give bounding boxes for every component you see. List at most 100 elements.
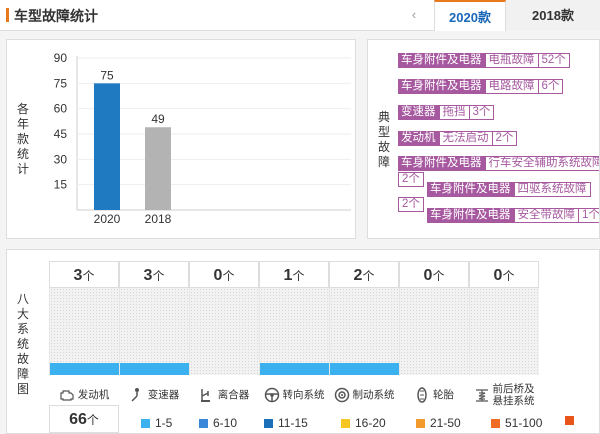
system-column-clutch[interactable]: 0个 bbox=[189, 261, 259, 375]
fault-tag[interactable]: 车身附件及电器 行车安全辅助系统故障 bbox=[398, 156, 599, 171]
fault-name: 行车安全辅助系统故障 bbox=[484, 156, 599, 171]
system-column-suspension[interactable]: 0个 bbox=[469, 261, 539, 375]
page-title: 车型故障统计 bbox=[14, 8, 98, 24]
prev-arrow-icon[interactable]: ‹ bbox=[411, 7, 417, 22]
legend-item: 1-5 bbox=[141, 416, 172, 430]
fault-system: 车身附件及电器 bbox=[427, 182, 514, 197]
system-count: 0个 bbox=[399, 261, 469, 288]
system-item-brake[interactable]: 制动系统 bbox=[329, 378, 399, 412]
fault-count: 2个 bbox=[492, 131, 518, 146]
engine-icon bbox=[60, 390, 74, 401]
fault-system: 车身附件及电器 bbox=[427, 208, 514, 223]
legend-item: 16-20 bbox=[341, 416, 386, 430]
fault-count: 6个 bbox=[538, 79, 564, 94]
bar-2018 bbox=[145, 127, 171, 210]
fault-count: 2个 bbox=[398, 172, 424, 187]
heat-fill bbox=[260, 363, 330, 375]
legend-item bbox=[565, 416, 579, 425]
system-count: 1个 bbox=[259, 261, 329, 288]
system-count: 2个 bbox=[329, 261, 399, 288]
fault-tag[interactable]: 车身附件及电器 四驱系统故障 bbox=[427, 182, 591, 197]
system-item-tire[interactable]: 轮胎 bbox=[399, 378, 469, 412]
system-item-engine[interactable]: 发动机 bbox=[49, 378, 119, 412]
system-count: 0个 bbox=[189, 261, 259, 288]
header: 车型故障统计 ‹ 2020款 2018款 bbox=[0, 0, 600, 31]
suspension-icon bbox=[475, 389, 488, 402]
gear-shift-icon bbox=[131, 388, 139, 402]
system-column-tire[interactable]: 0个 bbox=[399, 261, 469, 375]
heat-cell bbox=[119, 288, 190, 375]
legend-item: 6-10 bbox=[199, 416, 237, 430]
system-item-transmission[interactable]: 变速器 bbox=[119, 378, 189, 412]
system-item-steering[interactable]: 转向系统 bbox=[259, 378, 329, 412]
title-accent bbox=[6, 8, 9, 22]
x-tick-label: 2018 bbox=[145, 212, 172, 226]
fault-tag[interactable]: 变速器 拖挡 3个 bbox=[398, 105, 495, 120]
bar-2020 bbox=[94, 83, 120, 210]
heat-fill bbox=[120, 363, 190, 375]
legend-item: 11-15 bbox=[264, 416, 308, 430]
y-tick-label: 75 bbox=[54, 76, 68, 90]
fault-tag[interactable]: 车身附件及电器 电路故障 6个 bbox=[398, 79, 564, 94]
heat-fill bbox=[50, 363, 120, 375]
y-tick-label: 15 bbox=[54, 178, 68, 192]
fault-name: 电路故障 bbox=[484, 79, 539, 94]
tire-icon bbox=[417, 387, 427, 403]
y-tick-label: 90 bbox=[54, 51, 68, 65]
heat-cell bbox=[469, 288, 539, 375]
tab-2018[interactable]: 2018款 bbox=[506, 0, 600, 31]
bar-value-label: 49 bbox=[151, 112, 165, 126]
systems-total: 66个 bbox=[49, 405, 119, 433]
fault-name: 无法启动 bbox=[438, 131, 493, 146]
heat-cell bbox=[189, 288, 259, 375]
fault-system: 变速器 bbox=[398, 105, 439, 120]
heat-cell bbox=[399, 288, 469, 375]
fault-tag[interactable]: 车身附件及电器 电瓶故障 52个 bbox=[398, 53, 570, 68]
system-count: 3个 bbox=[119, 261, 189, 288]
system-item-suspension[interactable]: 前后桥及 悬挂系统 bbox=[469, 378, 539, 412]
fault-tag-count-wrap[interactable]: 2个 bbox=[398, 172, 424, 187]
tab-2020[interactable]: 2020款 bbox=[434, 0, 506, 31]
fault-count: 1个 bbox=[579, 208, 599, 223]
system-count: 3个 bbox=[49, 261, 119, 288]
fault-count: 52个 bbox=[538, 53, 570, 68]
fault-system: 车身附件及电器 bbox=[398, 53, 485, 68]
fault-name: 电瓶故障 bbox=[484, 53, 539, 68]
system-count: 0个 bbox=[469, 261, 539, 288]
yearly-side-label: 各年款统计 bbox=[16, 102, 29, 176]
legend-item: 51-100 bbox=[491, 416, 542, 430]
fault-count: 3个 bbox=[469, 105, 495, 120]
fault-tag[interactable]: 车身附件及电器 安全带故障 1个 bbox=[427, 208, 599, 223]
heat-cell bbox=[329, 288, 400, 375]
heat-fill bbox=[330, 363, 400, 375]
y-tick-label: 30 bbox=[54, 152, 68, 166]
fault-name: 拖挡 bbox=[438, 105, 470, 120]
legend-item: 21-50 bbox=[416, 416, 461, 430]
system-item-clutch[interactable]: 离合器 bbox=[189, 378, 259, 412]
system-column-engine[interactable]: 3个 bbox=[49, 261, 120, 375]
fault-name: 安全带故障 bbox=[513, 208, 579, 223]
heat-cell bbox=[49, 288, 120, 375]
yearly-chart-panel: 各年款统计 15 30 45 60 75 90 75 2020 49 2018 bbox=[6, 39, 356, 239]
x-tick-label: 2020 bbox=[94, 212, 121, 226]
fault-tag[interactable]: 发动机 无法启动 2个 bbox=[398, 131, 518, 146]
steering-wheel-icon bbox=[264, 387, 279, 403]
systems-side-label: 八大系统故障图 bbox=[16, 292, 29, 396]
typical-faults-panel: 典型故障 车身附件及电器 电瓶故障 52个 车身附件及电器 电路故障 6个 变速… bbox=[367, 39, 600, 239]
system-column-transmission[interactable]: 3个 bbox=[119, 261, 190, 375]
yearly-bar-chart: 15 30 45 60 75 90 75 2020 49 2018 bbox=[54, 51, 351, 226]
clutch-pedal-icon bbox=[200, 389, 210, 402]
y-tick-label: 60 bbox=[54, 102, 68, 116]
heat-cell bbox=[259, 288, 330, 375]
y-tick-label: 45 bbox=[54, 127, 68, 141]
system-column-steering[interactable]: 1个 bbox=[259, 261, 330, 375]
fault-tag-count-wrap[interactable]: 2个 bbox=[398, 197, 424, 212]
eight-systems-panel: 八大系统故障图 3个 3个 0个 1个 bbox=[6, 249, 600, 434]
bar-value-label: 75 bbox=[100, 68, 114, 82]
fault-system: 发动机 bbox=[398, 131, 439, 146]
fault-system: 车身附件及电器 bbox=[398, 79, 485, 94]
system-column-brake[interactable]: 2个 bbox=[329, 261, 400, 375]
fault-system: 车身附件及电器 bbox=[398, 156, 485, 171]
fault-count: 2个 bbox=[398, 197, 424, 212]
